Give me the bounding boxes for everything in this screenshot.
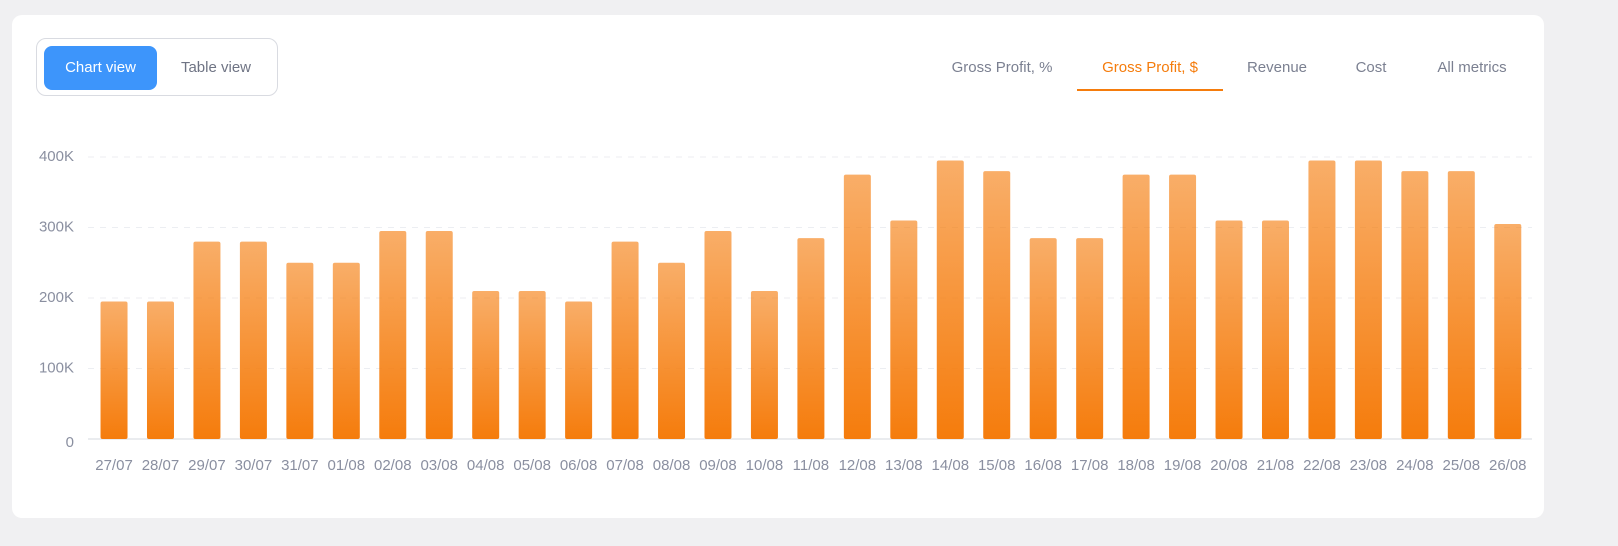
bar: [983, 171, 1011, 439]
x-tick-label: 10/08: [746, 457, 784, 474]
x-tick-label: 14/08: [932, 457, 970, 474]
bar: [518, 290, 546, 439]
x-tick-label: 23/08: [1350, 457, 1388, 474]
tab[interactable]: Revenue: [1246, 59, 1308, 76]
x-tick-label: 03/08: [420, 457, 458, 474]
bar: [193, 241, 221, 439]
bar: [1169, 174, 1197, 439]
x-tick-label: 18/08: [1117, 457, 1155, 474]
table-view-button[interactable]: Table view: [180, 59, 252, 76]
bar: [1029, 238, 1057, 439]
bar: [1215, 220, 1243, 439]
bar: [100, 301, 128, 439]
bar: [1401, 171, 1429, 439]
bar: [239, 241, 267, 439]
bar: [704, 231, 732, 439]
x-tick-label: 29/07: [188, 457, 226, 474]
tab[interactable]: Cost: [1355, 59, 1387, 76]
bar: [146, 301, 174, 439]
bar: [1261, 220, 1289, 439]
x-tick-label: 16/08: [1024, 457, 1062, 474]
bar: [1354, 160, 1382, 439]
x-tick-label: 04/08: [467, 457, 505, 474]
bar: [286, 262, 314, 439]
x-tick-label: 30/07: [235, 457, 273, 474]
y-tick-label: 0: [66, 434, 74, 451]
tab[interactable]: All metrics: [1437, 59, 1507, 76]
tab-active[interactable]: Gross Profit, $: [1077, 53, 1223, 91]
bar: [936, 160, 964, 439]
x-tick-label: 01/08: [328, 457, 366, 474]
bar: [565, 301, 593, 439]
x-tick-label: 06/08: [560, 457, 598, 474]
bar: [890, 220, 918, 439]
y-tick-label: 100K: [39, 359, 74, 376]
bar: [750, 290, 778, 439]
bar: [1494, 223, 1522, 439]
x-tick-label: 15/08: [978, 457, 1016, 474]
bar: [1447, 171, 1475, 439]
bar: [332, 262, 360, 439]
x-tick-label: 08/08: [653, 457, 691, 474]
x-tick-label: 13/08: [885, 457, 923, 474]
bar: [611, 241, 639, 439]
bar: [658, 262, 686, 439]
bar: [1308, 160, 1336, 439]
x-tick-label: 22/08: [1303, 457, 1341, 474]
bar: [472, 290, 500, 439]
bar: [425, 231, 453, 439]
y-tick-label: 400K: [39, 148, 74, 165]
bar: [843, 174, 871, 439]
x-tick-label: 28/07: [142, 457, 180, 474]
x-tick-label: 09/08: [699, 457, 737, 474]
x-tick-label: 12/08: [839, 457, 877, 474]
bar: [1122, 174, 1150, 439]
bar: [379, 231, 407, 439]
x-tick-label: 27/07: [95, 457, 133, 474]
y-tick-label: 300K: [39, 218, 74, 235]
x-tick-label: 25/08: [1443, 457, 1481, 474]
tab[interactable]: Gross Profit, %: [951, 59, 1053, 76]
x-tick-label: 24/08: [1396, 457, 1434, 474]
x-tick-label: 19/08: [1164, 457, 1202, 474]
x-tick-label: 31/07: [281, 457, 319, 474]
bar: [797, 238, 825, 439]
y-tick-label: 200K: [39, 289, 74, 306]
x-tick-label: 07/08: [606, 457, 644, 474]
chart-view-button[interactable]: Chart view: [44, 46, 157, 90]
x-tick-label: 17/08: [1071, 457, 1109, 474]
x-tick-label: 02/08: [374, 457, 412, 474]
x-tick-label: 26/08: [1489, 457, 1527, 474]
x-tick-label: 05/08: [513, 457, 551, 474]
view-toggle: Chart view Table view: [36, 38, 278, 96]
x-tick-label: 11/08: [793, 457, 829, 474]
x-tick-label: 20/08: [1210, 457, 1248, 474]
bar: [1076, 238, 1104, 439]
x-tick-label: 21/08: [1257, 457, 1295, 474]
